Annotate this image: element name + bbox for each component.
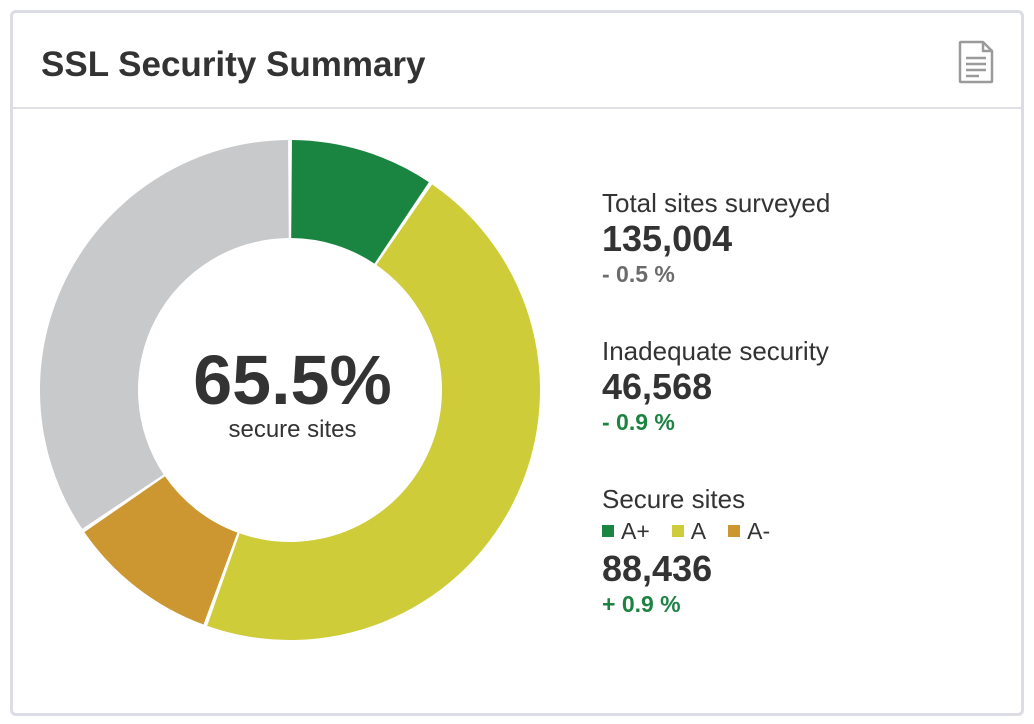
stat-secure-value: 88,436 [602, 548, 713, 589]
document-icon[interactable] [957, 40, 995, 84]
stat-secure-change: + 0.9 % [602, 591, 681, 617]
donut-chart [40, 140, 540, 640]
stat-inadequate-value: 46,568 [602, 366, 713, 407]
legend-item-a: A [671, 517, 707, 545]
stat-secure: Secure sites A+ A A- 88,436 + 0.9 % [602, 484, 792, 618]
stat-inadequate: Inadequate security 46,568 - 0.9 % [602, 336, 829, 436]
stat-total-value: 135,004 [602, 218, 733, 259]
legend-item-a-minus: A- [728, 518, 770, 545]
donut-segment-a [207, 184, 540, 640]
legend-swatch-a-plus [602, 525, 614, 537]
grade-legend: A+ A A- [602, 514, 792, 548]
stat-total-label: Total sites surveyed [602, 188, 831, 218]
legend-item-a-plus: A+ [602, 518, 650, 545]
stat-total-change: - 0.5 % [602, 261, 675, 287]
legend-label-a-plus: A+ [621, 517, 650, 544]
secure-percentage-label: secure sites [228, 416, 357, 443]
legend-swatch-a [671, 525, 684, 537]
legend-label-a: A [690, 517, 707, 544]
stat-secure-label: Secure sites [602, 484, 746, 514]
stat-inadequate-label: Inadequate security [602, 336, 829, 366]
donut-segment-inadequate [40, 140, 289, 529]
secure-percentage: 65.5% [193, 341, 392, 419]
donut-segment-a-minus [84, 476, 238, 625]
stat-total-sites: Total sites surveyed 135,004 - 0.5 % [602, 188, 830, 288]
legend-swatch-a-minus [728, 525, 741, 537]
legend-label-a-minus: A- [747, 517, 771, 544]
stat-inadequate-change: - 0.9 % [602, 409, 675, 435]
panel-header: SSL Security Summary [13, 13, 1021, 109]
donut-segment-a-plus [291, 140, 429, 264]
panel-title: SSL Security Summary [41, 45, 426, 84]
